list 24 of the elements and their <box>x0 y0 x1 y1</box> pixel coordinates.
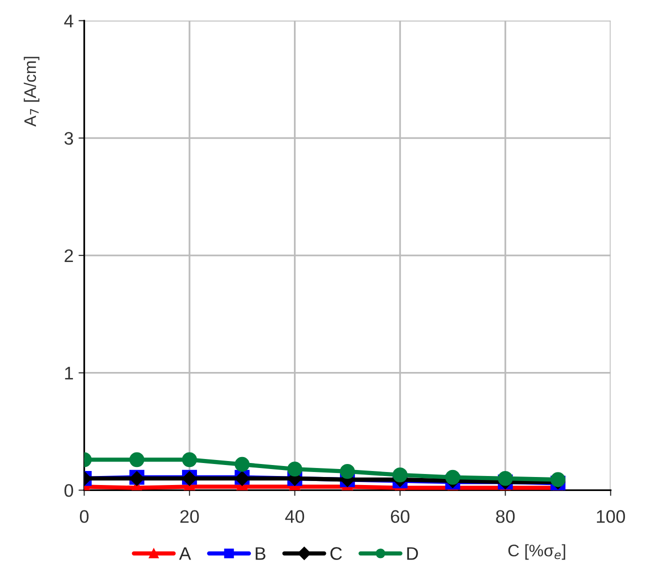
x-tick-label: 0 <box>80 510 89 523</box>
point <box>182 452 197 468</box>
y-tick-label: 0 <box>64 484 74 497</box>
legend-label: C <box>330 547 342 560</box>
x-axis-title: C [%σ$_{e}$] <box>508 544 566 560</box>
point <box>234 456 250 472</box>
x-tick-label: 60 <box>390 510 410 523</box>
y-tick-label: 3 <box>64 132 74 145</box>
y-tick-label: 1 <box>65 366 73 380</box>
x-tick-label: 20 <box>180 510 199 523</box>
legend-label: D <box>407 547 418 560</box>
point <box>340 464 355 479</box>
x-tick-label: 100 <box>596 510 625 523</box>
point <box>392 467 408 482</box>
legend-label: B <box>256 547 266 560</box>
x-tick-label: 40 <box>285 510 304 523</box>
y-tick-label: 4 <box>64 14 74 28</box>
y-tick-label: 2 <box>64 249 73 262</box>
x-tick-label: 80 <box>496 510 515 523</box>
point <box>550 472 566 488</box>
legend-label: A <box>179 547 192 560</box>
point <box>129 452 144 468</box>
y-axis-title: A$_{7}$ [A/cm] <box>24 56 40 127</box>
point <box>287 462 302 477</box>
